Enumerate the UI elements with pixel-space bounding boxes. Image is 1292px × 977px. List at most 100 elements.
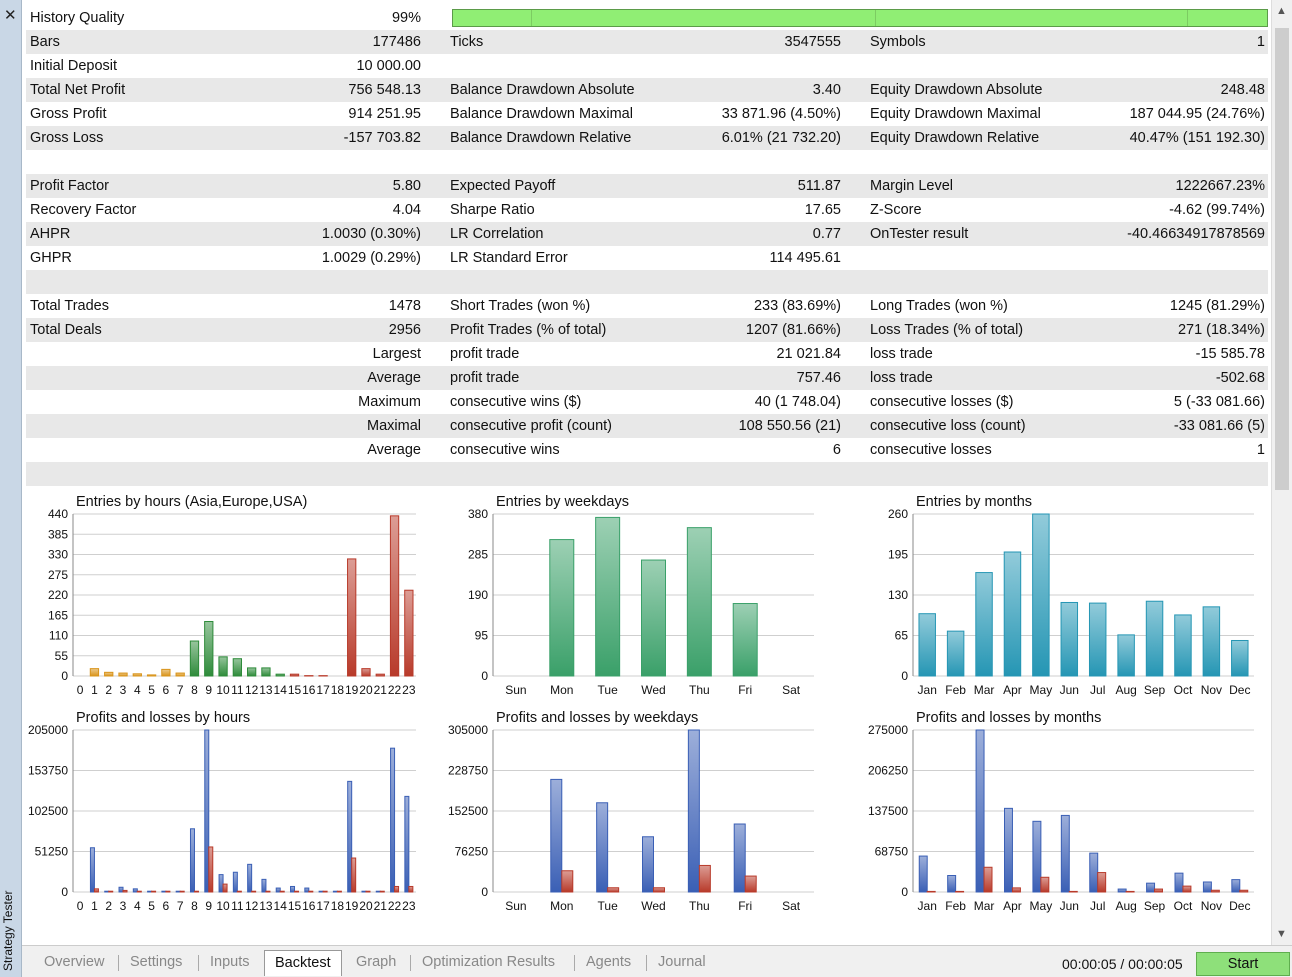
chart-bar-profits: [232, 871, 238, 893]
stat-label: Long Trades (won %): [870, 298, 1008, 314]
y-tick-label: 206250: [868, 764, 908, 778]
chart-bar-profits: [175, 890, 181, 893]
tab-graph[interactable]: Graph: [356, 954, 397, 970]
stats-row: Initial Deposit 10 000.00: [26, 54, 1268, 78]
chart-bar-profits: [132, 888, 138, 893]
chart-bar-profits: [218, 874, 224, 893]
chart-bar-losses: [365, 890, 371, 893]
scroll-thumb[interactable]: [1275, 28, 1289, 490]
stat-value: 6.01% (21 732.20): [721, 130, 841, 146]
tab-separator: [198, 955, 199, 971]
stat-value: 177486: [372, 34, 421, 50]
stats-row: Total Deals 2956 Profit Trades (% of total…: [26, 318, 1268, 342]
chart-bar-profits: [375, 890, 381, 893]
x-tick-label: Apr: [1003, 899, 1022, 913]
x-tick-label: May: [1030, 899, 1053, 913]
chart-bar-profits: [247, 863, 253, 893]
chart-bar: [1117, 634, 1135, 677]
y-tick-label: 102500: [28, 804, 68, 818]
stat-label: Balance Drawdown Maximal: [450, 106, 633, 122]
x-tick-label: Jan: [918, 683, 937, 697]
stats-row: AHPR 1.0030 (0.30%) LR Correlation 0.77 OnTe…: [26, 222, 1268, 246]
tab-journal[interactable]: Journal: [658, 954, 706, 970]
x-tick-label: 19: [345, 683, 359, 697]
chart-bar: [595, 516, 621, 677]
chart-bar-losses: [322, 890, 328, 893]
stats-row: Profit Factor 5.80 Expected Payoff 511.87 Ma…: [26, 174, 1268, 198]
stat-value: -157 703.82: [343, 130, 421, 146]
x-tick-label: Mon: [550, 683, 573, 697]
stat-label: Bars: [30, 34, 60, 50]
tab-optimization-results[interactable]: Optimization Results: [422, 954, 555, 970]
x-tick-label: 15: [288, 683, 302, 697]
chart-bar: [1003, 551, 1022, 677]
chart-bar: [146, 674, 157, 677]
x-tick-label: 7: [177, 683, 184, 697]
tab-backtest[interactable]: Backtest: [264, 950, 342, 976]
elapsed-timer: 00:00:05 / 00:00:05: [1062, 956, 1183, 972]
chart-bar: [289, 673, 300, 677]
tab-settings[interactable]: Settings: [130, 954, 183, 970]
stat-value: -15 585.78: [1195, 346, 1265, 362]
stat-label: loss trade: [870, 346, 933, 362]
y-tick-label: 275000: [868, 723, 908, 737]
chart-bar: [641, 559, 666, 677]
close-icon[interactable]: ✕: [4, 7, 17, 24]
chart-bar-losses: [653, 887, 665, 893]
chart-bar-losses: [222, 883, 228, 893]
y-tick-label: 65: [895, 629, 909, 643]
stat-label: LR Correlation: [450, 226, 544, 242]
chart-bar-losses: [294, 890, 300, 893]
tab-overview[interactable]: Overview: [44, 954, 105, 970]
scroll-down-icon[interactable]: ▼: [1276, 928, 1287, 940]
vertical-scrollbar[interactable]: ▲ ▼: [1271, 0, 1292, 945]
stat-value: 40 (1 748.04): [754, 394, 841, 410]
chart-bar-profits: [733, 823, 746, 893]
stat-value: 756 548.13: [348, 82, 421, 98]
x-tick-label: Mar: [974, 899, 995, 913]
y-tick-label: 385: [48, 527, 68, 541]
tab-inputs[interactable]: Inputs: [210, 954, 250, 970]
stat-label: Symbols: [870, 34, 926, 50]
stat-value: -40.46634917878569: [1127, 226, 1265, 242]
stat-value: 17.65: [804, 202, 841, 218]
chart-bar-profits: [290, 885, 296, 893]
tab-agents[interactable]: Agents: [586, 954, 632, 970]
chart-bar-losses: [1154, 888, 1163, 893]
y-tick-label: 260: [888, 507, 908, 521]
x-tick-label: 22: [388, 899, 402, 913]
stats-row: Gross Profit 914 251.95 Balance Drawdown M…: [26, 102, 1268, 126]
x-tick-label: 16: [302, 683, 316, 697]
chart-bar: [218, 656, 228, 677]
y-tick-label: 228750: [448, 764, 488, 778]
chart-bar-profits: [1004, 807, 1013, 893]
chart-bar: [404, 589, 414, 677]
x-tick-label: 0: [77, 683, 84, 697]
tab-separator: [646, 955, 647, 971]
x-tick-label: 14: [274, 899, 288, 913]
chart-bar-losses: [165, 890, 171, 893]
stat-label: loss trade: [870, 370, 933, 386]
x-tick-label: Jul: [1090, 899, 1105, 913]
scroll-up-icon[interactable]: ▲: [1276, 5, 1287, 17]
stat-value: 1245 (81.29%): [1169, 298, 1265, 314]
stat-label: consecutive wins ($): [450, 394, 582, 410]
chart-bar-profits: [1174, 872, 1184, 893]
stats-row: [26, 270, 1268, 294]
stat-value: 6: [832, 442, 841, 458]
stat-value: 108 550.56 (21): [738, 418, 841, 434]
stats-row: Maximum consecutive wins ($) 40 (1 748.04)…: [26, 390, 1268, 414]
x-tick-label: Mon: [550, 899, 573, 913]
chart-bar: [732, 603, 758, 677]
x-tick-label: Sun: [505, 899, 526, 913]
chart-bar-profits: [147, 890, 153, 893]
stat-label: Gross Loss: [30, 130, 104, 146]
start-button[interactable]: Start: [1196, 952, 1290, 976]
stat-value: 33 871.96 (4.50%): [721, 106, 841, 122]
y-tick-label: 68750: [875, 845, 909, 859]
x-tick-label: 23: [402, 683, 416, 697]
chart-bar-losses: [983, 866, 993, 893]
x-tick-label: 14: [274, 683, 288, 697]
chart-bar-profits: [275, 887, 281, 893]
stat-value: 10 000.00: [356, 58, 421, 74]
